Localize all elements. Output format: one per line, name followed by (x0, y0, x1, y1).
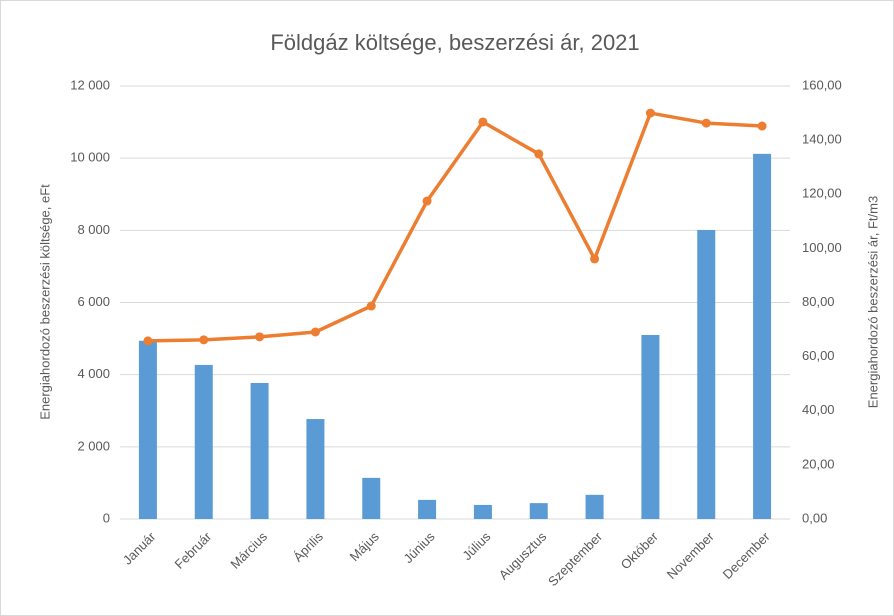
y-tick-label: 6 000 (77, 294, 110, 309)
bar (138, 340, 157, 519)
line-point (255, 332, 265, 342)
line-point (701, 118, 711, 128)
bar (250, 382, 269, 519)
y2-tick-label: 100,00 (802, 240, 842, 255)
bar (473, 504, 492, 519)
y2-tick-label: 0,00 (802, 510, 827, 525)
bar (529, 503, 548, 519)
bar (418, 499, 437, 519)
line-point (590, 254, 600, 264)
y-tick-label: 8 000 (77, 222, 110, 237)
y-tick-label: 4 000 (77, 366, 110, 381)
line-point (757, 121, 767, 131)
chart-title: Földgáz költsége, beszerzési ár, 2021 (270, 30, 639, 55)
bar (641, 334, 660, 519)
bar (697, 229, 716, 519)
line-point (422, 196, 432, 206)
y-tick-label: 2 000 (77, 438, 110, 453)
bar (362, 477, 381, 519)
line-point (143, 336, 153, 346)
y2-tick-label: 20,00 (802, 456, 835, 471)
line-point (199, 335, 209, 345)
bar (194, 364, 213, 519)
y-axis-title: Energiahordozó beszerzési költsége, eFt (37, 184, 52, 420)
line-point (478, 117, 488, 127)
y2-tick-label: 160,00 (802, 77, 842, 92)
line-point (310, 327, 320, 337)
line-point (534, 149, 544, 159)
y-tick-label: 10 000 (70, 150, 110, 165)
bar (753, 153, 772, 519)
y2-tick-label: 60,00 (802, 348, 835, 363)
y2-tick-label: 80,00 (802, 294, 835, 309)
y2-tick-label: 140,00 (802, 132, 842, 147)
y-tick-label: 12 000 (70, 77, 110, 92)
line-point (645, 108, 655, 118)
line-point (366, 301, 376, 311)
y2-axis-title: Energiahordozó beszerzési ár, Ft/m3 (865, 196, 880, 408)
bar (306, 419, 325, 519)
y-tick-label: 0 (103, 510, 110, 525)
line (147, 111, 763, 343)
y2-tick-label: 40,00 (802, 402, 835, 417)
bar (585, 494, 604, 519)
y2-tick-label: 120,00 (802, 186, 842, 201)
